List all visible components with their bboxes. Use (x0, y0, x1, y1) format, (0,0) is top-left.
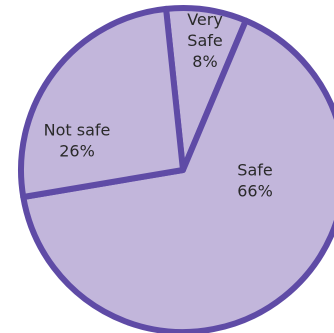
slice-label-very-safe: Very Safe 8% (187, 10, 223, 71)
slice-label-line: 66% (237, 182, 273, 201)
slice-label-line: 26% (59, 142, 95, 161)
slice-label-not-safe: Not safe 26% (44, 121, 111, 161)
pie-labels: Very Safe 8% Safe 66% Not safe 26% (44, 10, 273, 201)
pie-slice-not-safe (18, 5, 186, 201)
slice-label-line: Very (187, 10, 223, 29)
slice-label-line: Safe (187, 31, 222, 50)
pie-slices (18, 5, 334, 333)
slice-label-line: Safe (237, 161, 272, 180)
slice-label-line: 8% (192, 52, 217, 71)
slice-label-safe: Safe 66% (237, 161, 273, 201)
slice-label-line: Not safe (44, 121, 111, 140)
pie-slice-safe (20, 17, 334, 333)
